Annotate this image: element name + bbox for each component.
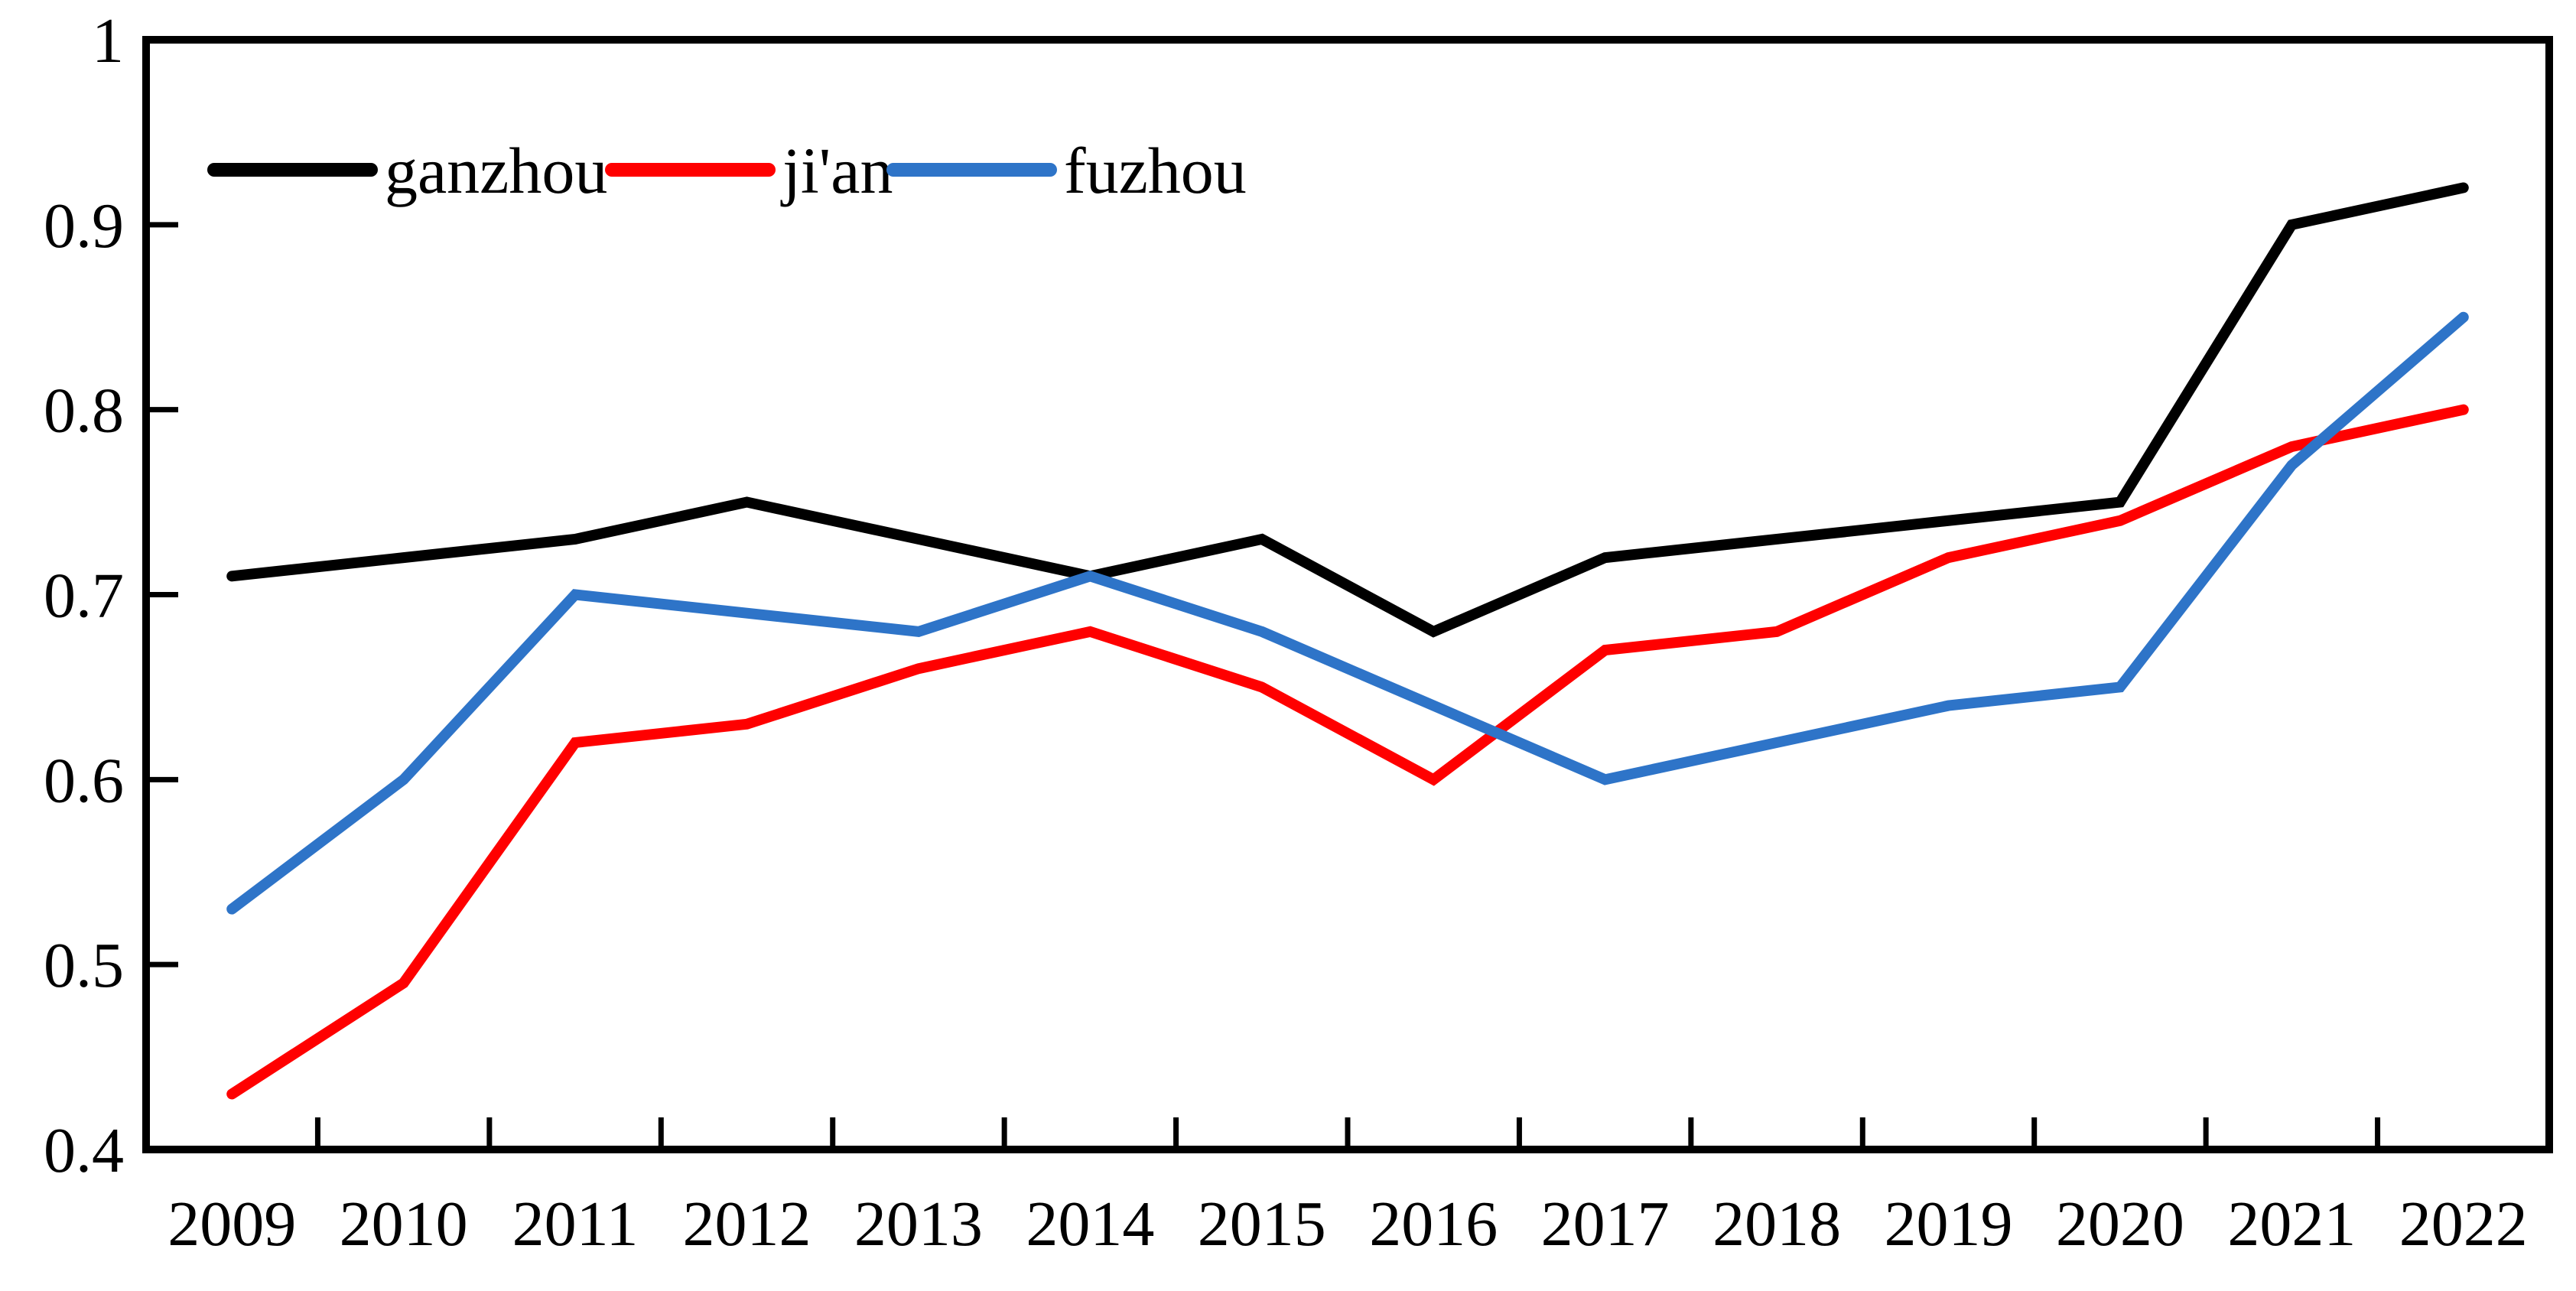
x-axis-tick-label: 2010 xyxy=(340,1189,468,1260)
y-axis-tick-label: 0.9 xyxy=(44,190,124,262)
x-axis-tick-label: 2017 xyxy=(1541,1189,1670,1260)
x-axis-tick-label: 2018 xyxy=(1712,1189,1841,1260)
y-axis-tick-label: 0.7 xyxy=(44,561,124,632)
legend-label-ji'an: ji'an xyxy=(780,134,893,207)
plot-frame xyxy=(142,36,2553,1153)
series-line-ji'an xyxy=(226,404,2469,1100)
x-axis-tick-label: 2022 xyxy=(2399,1189,2528,1260)
y-axis-tick-label: 0.6 xyxy=(44,745,124,816)
y-axis-tick-label: 1 xyxy=(92,5,124,76)
legend-label-fuzhou: fuzhou xyxy=(1064,134,1247,207)
y-axis-tick-label: 0.5 xyxy=(44,930,124,1001)
series-line-ganzhou xyxy=(226,182,2469,638)
x-axis-tick-label: 2013 xyxy=(854,1189,983,1260)
x-axis-tick-label: 2020 xyxy=(2056,1189,2184,1260)
x-axis-tick-label: 2012 xyxy=(683,1189,812,1260)
y-axis-tick-label: 0.4 xyxy=(44,1115,124,1186)
x-axis-tick-label: 2019 xyxy=(1885,1189,2013,1260)
x-axis-tick-label: 2015 xyxy=(1198,1189,1326,1260)
x-axis-tick-label: 2011 xyxy=(512,1189,639,1260)
x-axis-tick-label: 2021 xyxy=(2227,1189,2356,1260)
legend-label-ganzhou: ganzhou xyxy=(385,134,607,207)
x-axis-tick-label: 2016 xyxy=(1369,1189,1498,1260)
x-axis-tick-label: 2009 xyxy=(168,1189,296,1260)
x-axis-tick-label: 2014 xyxy=(1026,1189,1154,1260)
series-line-fuzhou xyxy=(226,311,2469,915)
plot-area xyxy=(146,40,2549,1150)
y-axis-tick-label: 0.8 xyxy=(44,376,124,447)
